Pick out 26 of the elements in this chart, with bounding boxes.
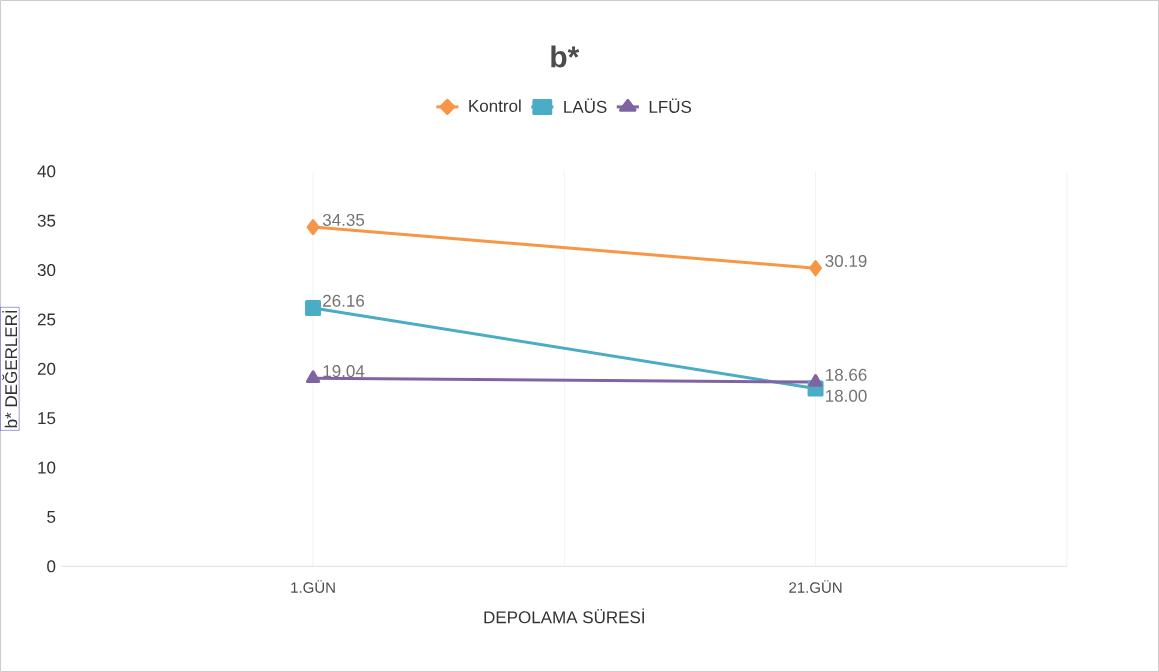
chart-title: b* [551,45,580,68]
data-label: 30.19 [825,254,867,267]
y-tick-label: 35 [37,214,56,227]
data-label: 19.04 [323,365,365,378]
x-tick-label: 21.GÜN [789,580,842,593]
point [809,260,822,277]
x-tick-label: 1.GÜN [291,580,335,593]
y-tick-label: 40 [37,165,56,178]
data-label: 18.66 [826,368,867,381]
legend-label: LFÜS [649,98,692,113]
y-tick-label: 5 [47,511,56,523]
x-axis-title: DEPOLAMA SÜRESİ [484,608,644,624]
data-label: 18.00 [826,389,867,402]
point [306,219,320,236]
legend-label: Kontrol [469,99,521,112]
y-tick-label: 15 [38,412,56,425]
y-tick-label: 25 [37,313,56,326]
data-label: 26.16 [323,294,365,307]
y-tick-label: 10 [38,461,56,474]
y-tick-label: 20 [37,362,56,375]
data-label: 34.35 [322,213,365,226]
point [305,299,322,316]
y-axis-title: b* DEĞERLERİ [2,310,18,428]
legend-label: LAÜS [564,98,607,113]
y-tick-label: 0 [47,560,56,573]
y-tick-label: 30 [37,264,56,277]
